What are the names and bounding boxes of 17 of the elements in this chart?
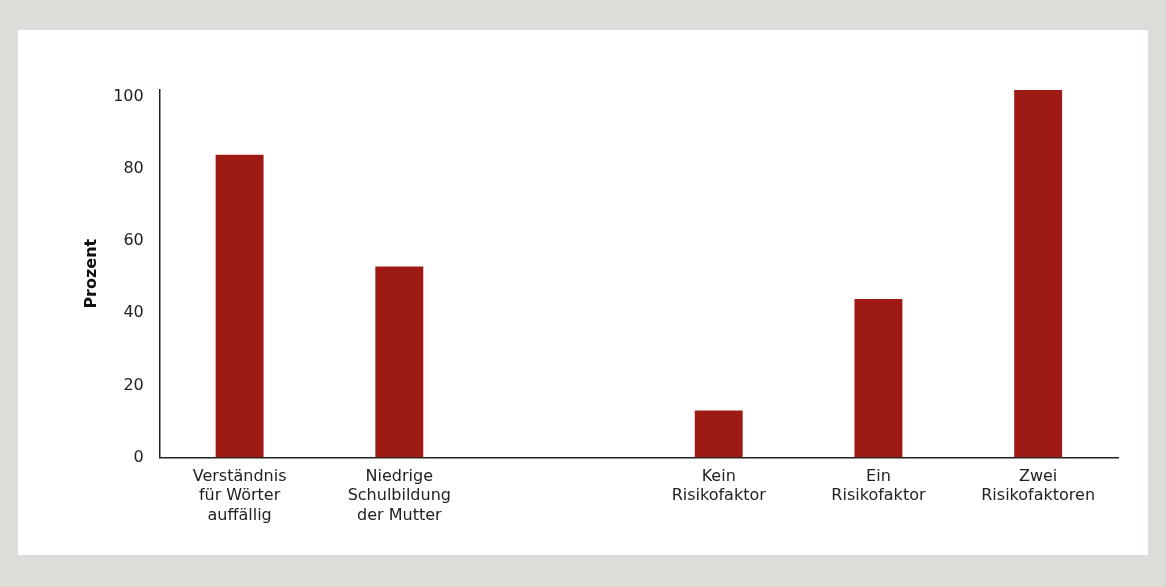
bar: [1014, 90, 1063, 458]
y-tick-label: 60: [123, 230, 144, 250]
bar: [854, 298, 903, 458]
bar: [375, 266, 424, 458]
y-tick-label: 40: [123, 302, 144, 322]
y-tick-label: 80: [123, 158, 144, 178]
x-tick-label: Ein Risikofaktor: [831, 466, 926, 505]
y-axis-title: Prozent: [80, 238, 100, 309]
bar: [215, 154, 264, 458]
y-tick-label: 0: [133, 446, 144, 466]
x-tick-label: Niedrige Schulbildung der Mutter: [347, 466, 451, 524]
x-tick-label: Zwei Risikofaktoren: [981, 466, 1096, 505]
bar: [694, 410, 743, 458]
x-tick-label: Kein Risikofaktor: [671, 466, 767, 505]
y-tick-label: 100: [113, 86, 144, 106]
y-tick-label: 20: [123, 374, 144, 394]
x-tick-label: Verständnis für Wörter auffällig: [192, 466, 287, 524]
